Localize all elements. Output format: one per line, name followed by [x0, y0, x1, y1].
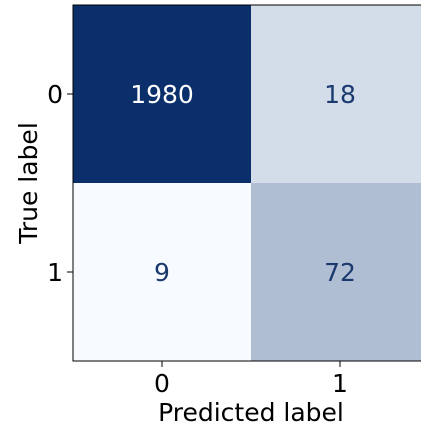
- heatmap-cell-1-0: [73, 183, 251, 361]
- y-tick-label-0: 0: [47, 80, 63, 109]
- cell-value-label-1-0: 9: [154, 258, 170, 287]
- cell-value-label-0-1: 18: [324, 80, 356, 109]
- y-axis-label: True label: [14, 122, 43, 245]
- cell-value-label-0-0: 1980: [130, 80, 194, 109]
- x-tick-label-1: 1: [332, 369, 348, 398]
- y-tick-label-1: 1: [47, 258, 63, 287]
- cell-value-labels: 1980 18 9 72: [130, 80, 356, 287]
- y-axis-ticks: 01: [47, 80, 73, 287]
- x-axis-label: Predicted label: [158, 398, 344, 427]
- heatmap-cell-0-0: [73, 5, 251, 183]
- x-tick-label-0: 0: [154, 369, 170, 398]
- heatmap-cell-0-1: [251, 5, 421, 183]
- cell-value-label-1-1: 72: [324, 258, 356, 287]
- heatmap-cell-1-1: [251, 183, 421, 361]
- plot-frame: [72, 4, 421, 362]
- heatmap-cells: [73, 5, 421, 361]
